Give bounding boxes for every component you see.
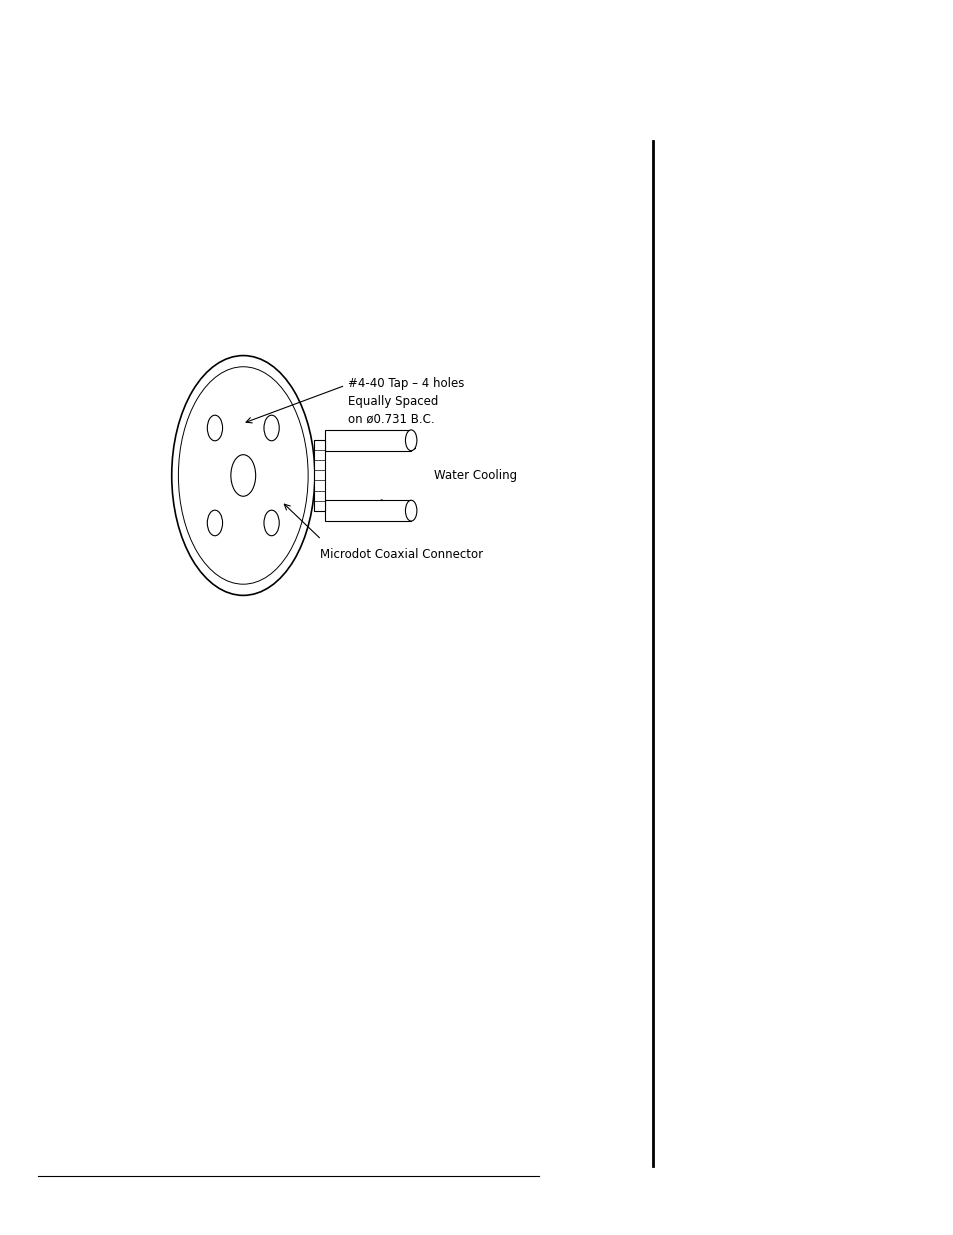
Ellipse shape <box>405 500 416 521</box>
Bar <box>314 441 325 510</box>
Ellipse shape <box>207 510 222 536</box>
Ellipse shape <box>405 430 416 451</box>
Text: Microdot Coaxial Connector: Microdot Coaxial Connector <box>319 548 482 562</box>
Ellipse shape <box>264 415 279 441</box>
Bar <box>325 430 411 451</box>
Text: Water Cooling: Water Cooling <box>434 469 517 482</box>
Ellipse shape <box>231 454 255 496</box>
Text: #4-40 Tap – 4 holes
Equally Spaced
on ø0.731 B.C.: #4-40 Tap – 4 holes Equally Spaced on ø0… <box>348 377 464 426</box>
Ellipse shape <box>264 510 279 536</box>
Ellipse shape <box>172 356 314 595</box>
Bar <box>325 500 411 521</box>
Ellipse shape <box>207 415 222 441</box>
